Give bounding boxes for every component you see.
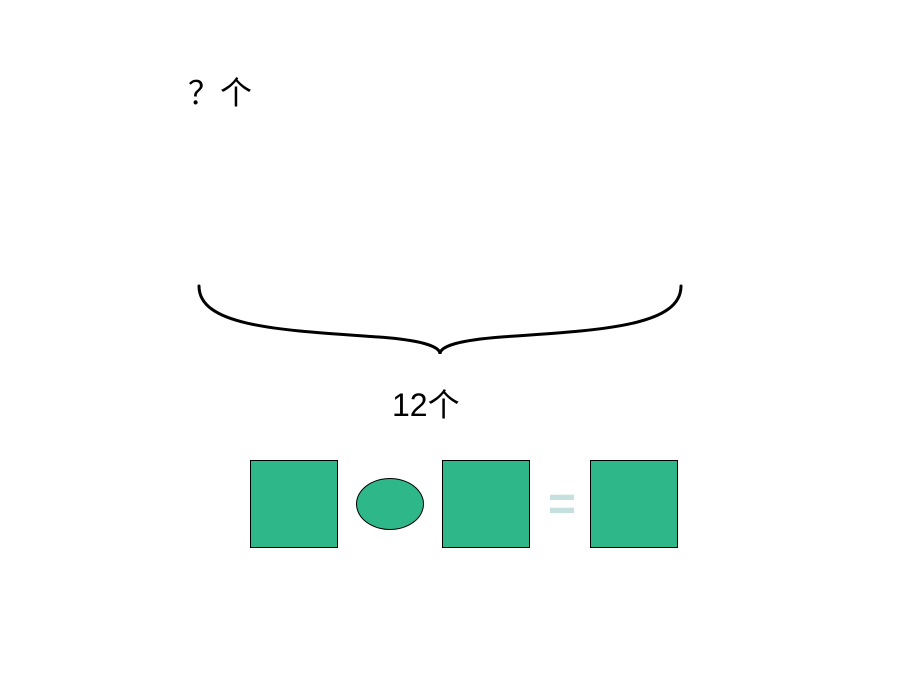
equation-box-1 — [250, 460, 338, 548]
curly-brace — [195, 280, 685, 360]
total-count-label: 12个 — [392, 380, 460, 426]
equals-sign: = — [548, 477, 572, 532]
equation-box-3 — [590, 460, 678, 548]
equation-operator-ellipse — [356, 478, 424, 530]
equation-box-2 — [442, 460, 530, 548]
brace-svg — [195, 280, 685, 360]
equation-row: = — [250, 460, 678, 548]
question-label: ？个 — [188, 68, 252, 114]
